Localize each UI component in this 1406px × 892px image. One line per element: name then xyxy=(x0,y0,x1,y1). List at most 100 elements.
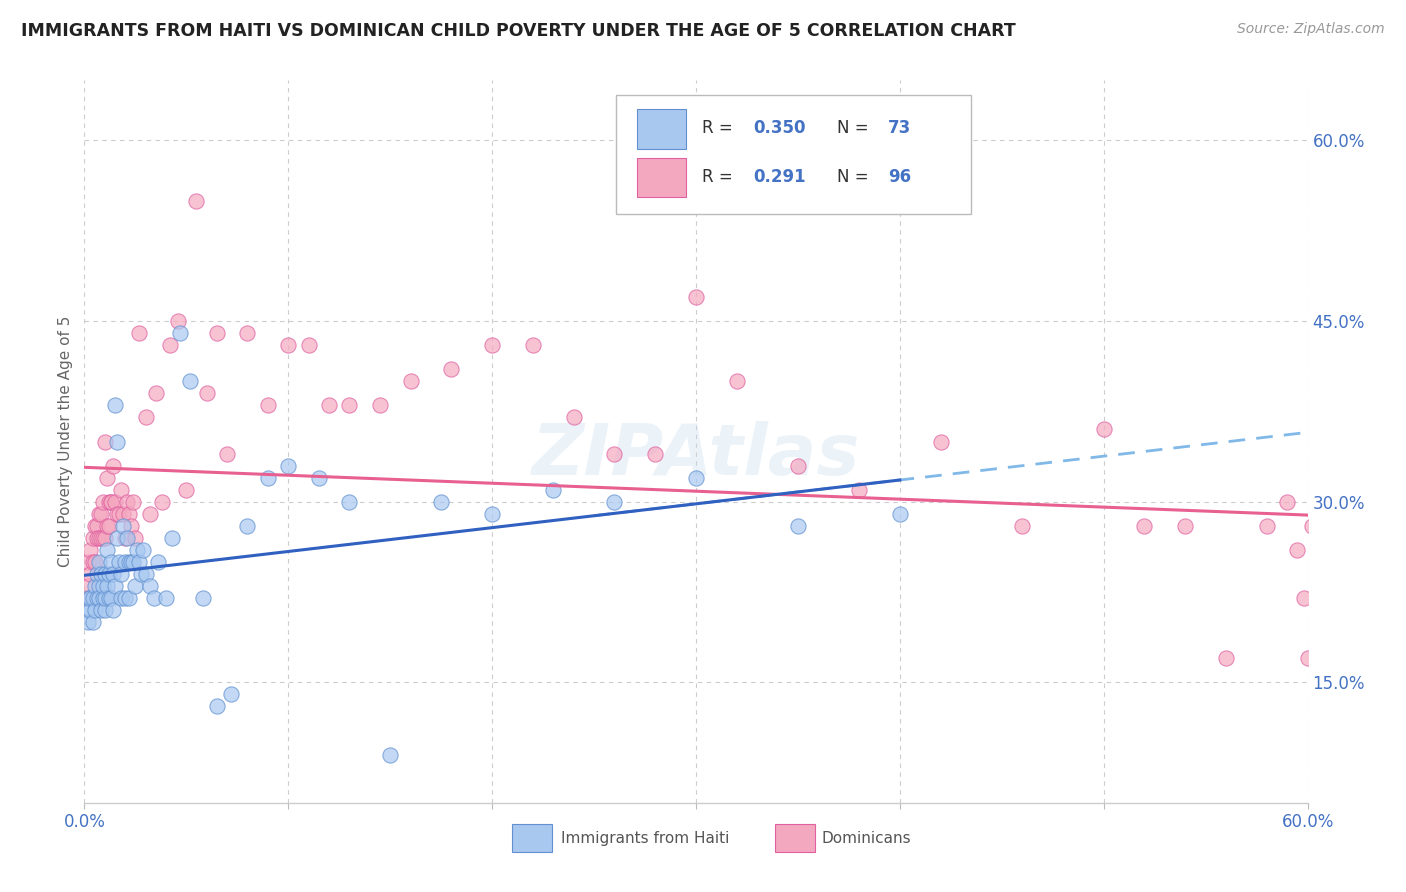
Point xyxy=(97,518,120,533)
Bar xyxy=(637,109,686,149)
Point xyxy=(298,338,321,352)
Point xyxy=(929,434,952,449)
Point xyxy=(1092,423,1115,437)
Point xyxy=(114,591,136,606)
Point xyxy=(91,531,114,545)
Point xyxy=(787,518,810,533)
Point xyxy=(380,747,402,762)
Point xyxy=(93,567,115,582)
Text: ZIPAtlas: ZIPAtlas xyxy=(531,422,860,491)
Point xyxy=(115,531,138,545)
Point xyxy=(90,507,112,521)
Point xyxy=(90,531,112,545)
Text: IMMIGRANTS FROM HAITI VS DOMINICAN CHILD POVERTY UNDER THE AGE OF 5 CORRELATION : IMMIGRANTS FROM HAITI VS DOMINICAN CHILD… xyxy=(21,22,1017,40)
Point xyxy=(79,591,101,606)
Point xyxy=(1174,518,1197,533)
Point xyxy=(77,591,100,606)
Point xyxy=(110,591,132,606)
Point xyxy=(135,410,157,425)
Text: R =: R = xyxy=(702,119,738,137)
Point xyxy=(603,446,626,460)
Point xyxy=(100,494,122,508)
Point xyxy=(122,555,145,569)
Point xyxy=(1296,651,1319,665)
Point xyxy=(308,470,330,484)
Point xyxy=(1347,423,1369,437)
Point xyxy=(112,507,135,521)
Point xyxy=(83,579,105,593)
Point xyxy=(93,603,115,617)
Point xyxy=(82,555,104,569)
Point xyxy=(543,483,565,497)
Point xyxy=(1306,591,1329,606)
Point xyxy=(91,494,114,508)
Text: Immigrants from Haiti: Immigrants from Haiti xyxy=(561,830,730,846)
Point xyxy=(91,591,114,606)
Point xyxy=(93,531,115,545)
Point xyxy=(1277,494,1299,508)
Point xyxy=(86,567,108,582)
Point xyxy=(110,483,132,497)
Text: Dominicans: Dominicans xyxy=(823,830,911,846)
Text: 96: 96 xyxy=(889,168,911,186)
Point xyxy=(87,555,110,569)
Text: 0.291: 0.291 xyxy=(754,168,806,186)
Point xyxy=(205,326,228,340)
Point xyxy=(101,567,124,582)
Point xyxy=(145,386,167,401)
Point xyxy=(105,507,128,521)
Point xyxy=(399,374,422,388)
Point xyxy=(101,603,124,617)
Point xyxy=(787,458,810,473)
Point xyxy=(101,458,124,473)
Point xyxy=(1292,591,1315,606)
Point xyxy=(725,374,748,388)
Point xyxy=(219,687,242,701)
Point xyxy=(131,567,153,582)
Point xyxy=(174,483,197,497)
Point xyxy=(169,326,191,340)
Point xyxy=(75,591,97,606)
Point xyxy=(118,591,141,606)
Point xyxy=(114,531,136,545)
Point xyxy=(159,338,181,352)
Point xyxy=(1388,579,1406,593)
Point xyxy=(87,579,110,593)
Point xyxy=(114,555,136,569)
Text: 73: 73 xyxy=(889,119,911,137)
Point xyxy=(86,518,108,533)
Point xyxy=(236,326,259,340)
Point xyxy=(105,434,128,449)
Point xyxy=(79,603,101,617)
Point xyxy=(86,531,108,545)
Point xyxy=(122,494,145,508)
Point xyxy=(1399,507,1406,521)
Point xyxy=(97,494,120,508)
Point xyxy=(86,591,108,606)
Bar xyxy=(513,824,551,852)
Point xyxy=(205,699,228,714)
Bar xyxy=(776,824,814,852)
Point xyxy=(82,591,104,606)
Point xyxy=(82,615,104,630)
Point xyxy=(1256,518,1278,533)
Point xyxy=(318,398,340,412)
Text: Source: ZipAtlas.com: Source: ZipAtlas.com xyxy=(1237,22,1385,37)
Point xyxy=(277,458,299,473)
Point xyxy=(110,567,132,582)
Point xyxy=(179,374,201,388)
Point xyxy=(104,579,127,593)
Point xyxy=(77,555,100,569)
Point xyxy=(1337,507,1360,521)
Point xyxy=(481,338,503,352)
Point xyxy=(1327,579,1350,593)
Point xyxy=(93,591,115,606)
Point xyxy=(124,531,146,545)
Point xyxy=(83,518,105,533)
Point xyxy=(96,518,118,533)
Point xyxy=(108,555,131,569)
Point xyxy=(1215,651,1237,665)
Text: N =: N = xyxy=(837,168,873,186)
Point xyxy=(135,567,157,582)
Point xyxy=(1301,518,1323,533)
